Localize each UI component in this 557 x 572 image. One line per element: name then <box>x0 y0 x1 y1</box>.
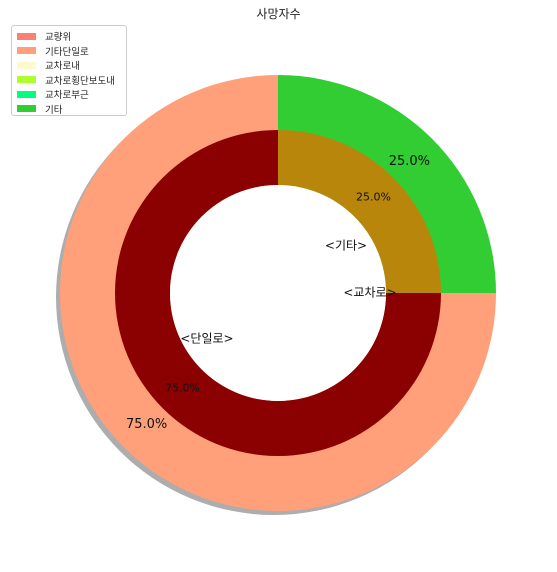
legend-item: 교량위 <box>17 29 126 44</box>
legend-label: 기타 <box>45 104 63 116</box>
category-annotation: <기타> <box>325 239 367 253</box>
legend-label: 교량위 <box>45 32 72 44</box>
outer-pct-label: 75.0% <box>126 417 167 432</box>
legend-item: 교차로내 <box>17 58 126 73</box>
inner-pct-label: 75.0% <box>165 381 200 394</box>
legend-swatch <box>17 47 36 55</box>
legend-item: 기타단일로 <box>17 44 126 59</box>
legend-item: 교차로횡단보도내 <box>17 73 126 88</box>
inner-pct-label: 25.0% <box>356 191 391 204</box>
inner-ring-slice <box>115 130 441 456</box>
donut-hole <box>170 185 386 401</box>
legend-item: 교차로부근 <box>17 87 126 102</box>
category-annotation: <교차로> <box>343 286 396 300</box>
category-annotation: <단일로> <box>180 332 233 346</box>
inner-ring-slice <box>278 130 441 293</box>
legend-swatch <box>17 76 36 84</box>
legend-label: 교차로내 <box>45 61 80 73</box>
legend-swatch <box>17 90 36 98</box>
chart-title: 사망자수 <box>256 7 301 21</box>
legend-item: 기타 <box>17 102 126 117</box>
legend-label: 기타단일로 <box>45 46 89 58</box>
outer-pct-label: 25.0% <box>389 154 430 169</box>
legend-swatch <box>17 105 36 113</box>
legend-swatch <box>17 61 36 69</box>
legend-swatch <box>17 32 36 40</box>
legend-label: 교차로횡단보도내 <box>45 75 115 87</box>
legend-label: 교차로부근 <box>45 90 89 102</box>
